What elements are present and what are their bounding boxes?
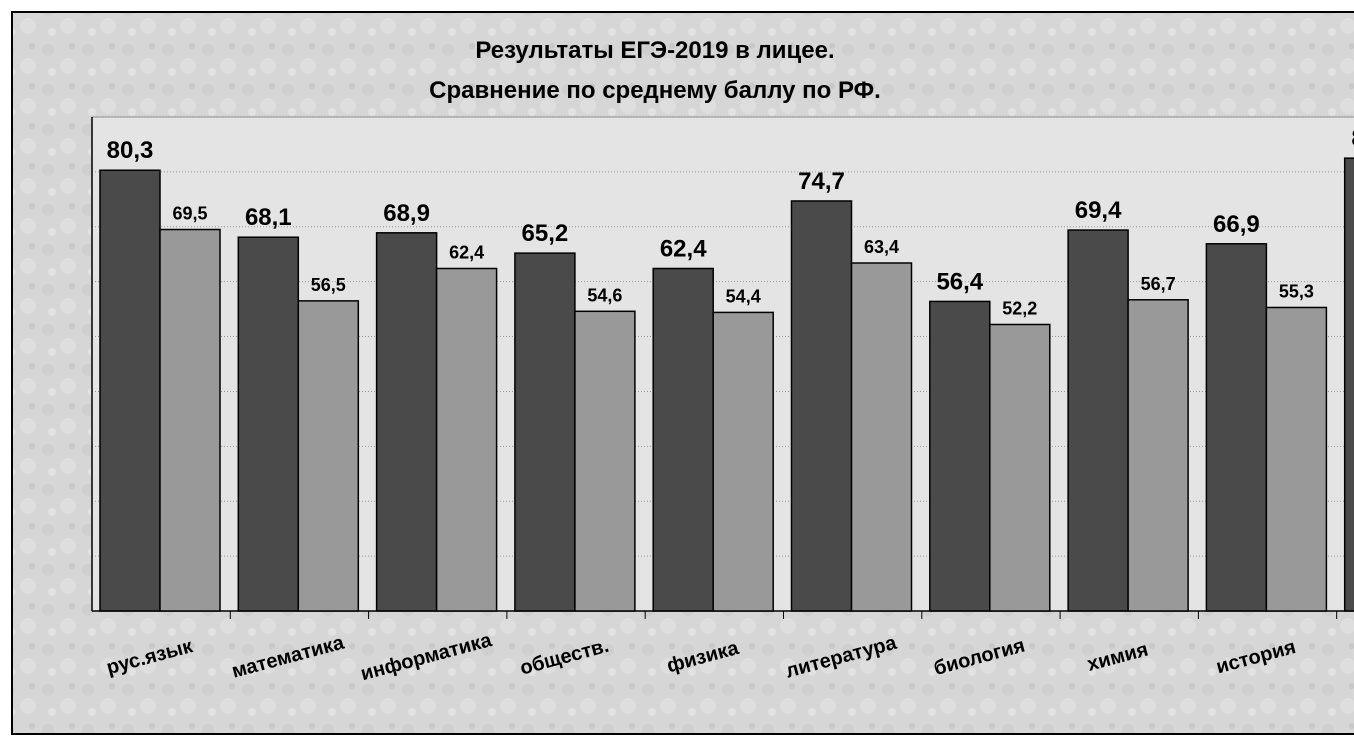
bar xyxy=(790,200,853,612)
bar xyxy=(929,300,991,612)
bar xyxy=(375,232,438,612)
value-label: 56,5 xyxy=(311,275,346,295)
value-label: 68,1 xyxy=(245,204,292,231)
bar xyxy=(652,267,714,612)
value-label: 62,4 xyxy=(449,242,484,262)
value-label: 65,2 xyxy=(522,220,569,247)
value-label: 56,4 xyxy=(936,268,983,295)
value-label: 74,7 xyxy=(798,168,845,195)
bar xyxy=(1127,299,1189,612)
bar xyxy=(850,262,913,612)
value-label: 54,6 xyxy=(587,285,622,305)
bar xyxy=(1343,157,1354,612)
bar xyxy=(1205,243,1268,612)
value-label: 69,5 xyxy=(172,204,207,224)
value-label: 68,9 xyxy=(383,200,430,227)
value-label: 62,4 xyxy=(660,235,707,262)
value-label: 63,4 xyxy=(864,237,899,257)
bar xyxy=(237,236,300,612)
bar xyxy=(574,310,636,612)
bar xyxy=(989,323,1051,612)
bar xyxy=(712,311,774,612)
value-label: 52,2 xyxy=(1002,298,1037,318)
value-label: 80,3 xyxy=(107,137,154,164)
chart-title: Сравнение по среднему баллу по РФ. xyxy=(429,77,881,104)
value-label: 82,5 xyxy=(1351,125,1354,152)
bar xyxy=(1067,229,1129,612)
bar xyxy=(435,267,498,612)
bar xyxy=(297,300,360,612)
value-label: 56,7 xyxy=(1141,274,1176,294)
bar xyxy=(159,228,221,612)
value-label: 69,4 xyxy=(1075,197,1122,224)
chart-title: Результаты ЕГЭ-2019 в лицее. xyxy=(475,37,834,64)
value-label: 54,4 xyxy=(726,286,761,306)
value-label: 55,3 xyxy=(1279,281,1314,301)
value-label: 66,9 xyxy=(1213,211,1260,238)
bar xyxy=(99,169,161,612)
bar xyxy=(514,252,576,612)
bar xyxy=(1265,306,1328,612)
